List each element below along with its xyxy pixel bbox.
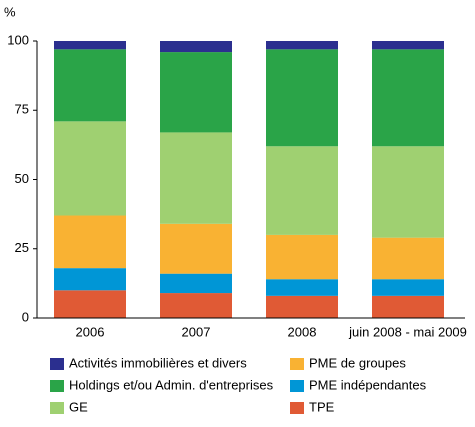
- y-tick-label: 50: [15, 171, 29, 186]
- bar-segment: [160, 41, 232, 53]
- bar-segment: [372, 146, 444, 238]
- legend-swatch: [50, 358, 64, 370]
- bar-segment: [54, 49, 126, 122]
- bar-segment: [266, 295, 338, 318]
- bar-segment: [372, 49, 444, 147]
- legend-swatch: [50, 402, 64, 414]
- bar-segment: [54, 268, 126, 291]
- bar-segment: [160, 132, 232, 224]
- x-tick-label: 2007: [182, 324, 211, 339]
- legend-swatch: [50, 380, 64, 392]
- bar-segment: [160, 52, 232, 133]
- bar-segment: [266, 41, 338, 50]
- legend-label: PME indépendantes: [309, 377, 427, 392]
- y-tick-label: 100: [7, 32, 29, 47]
- x-tick-label: 2008: [288, 324, 317, 339]
- bar-segment: [266, 49, 338, 147]
- bar-segment: [54, 121, 126, 216]
- bar-segment: [266, 279, 338, 296]
- legend-label: TPE: [309, 399, 335, 414]
- y-tick-label: 0: [22, 309, 29, 324]
- bar-segment: [372, 41, 444, 50]
- bar-segment: [160, 293, 232, 318]
- legend-label: Holdings et/ou Admin. d'entreprises: [69, 377, 274, 392]
- bar-segment: [54, 215, 126, 269]
- bar-segment: [266, 146, 338, 235]
- bar-segment: [372, 295, 444, 318]
- legend-label: GE: [69, 399, 88, 414]
- legend-swatch: [290, 380, 304, 392]
- bar-segment: [160, 273, 232, 294]
- bar-segment: [54, 41, 126, 50]
- bar-segment: [54, 290, 126, 318]
- y-tick-label: 75: [15, 102, 29, 117]
- bar-segment: [372, 237, 444, 280]
- x-tick-label: juin 2008 - mai 2009: [348, 324, 467, 339]
- legend-swatch: [290, 358, 304, 370]
- legend-label: Activités immobilières et divers: [69, 355, 247, 370]
- y-tick-label: 25: [15, 240, 29, 255]
- legend-label: PME de groupes: [309, 355, 406, 370]
- y-axis-label: %: [4, 4, 16, 19]
- bar-segment: [160, 223, 232, 274]
- bar-segment: [266, 234, 338, 280]
- x-tick-label: 2006: [76, 324, 105, 339]
- bar-segment: [372, 279, 444, 296]
- legend-swatch: [290, 402, 304, 414]
